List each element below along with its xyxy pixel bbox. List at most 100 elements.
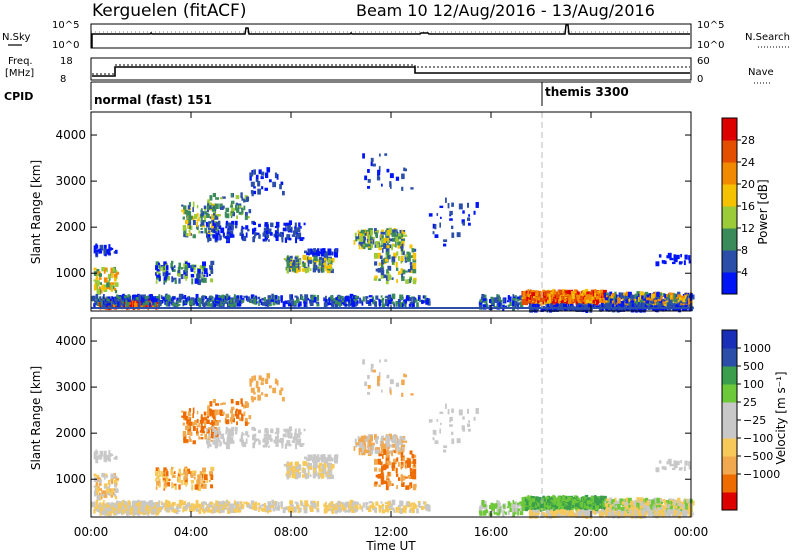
range-cell bbox=[177, 472, 181, 478]
range-cell bbox=[206, 272, 209, 278]
range-cell bbox=[211, 214, 215, 219]
range-cell bbox=[574, 297, 579, 302]
range-cell bbox=[165, 276, 169, 279]
range-cell bbox=[382, 480, 387, 485]
range-cell bbox=[611, 292, 615, 297]
range-cell bbox=[649, 298, 654, 301]
range-cell bbox=[396, 279, 399, 283]
range-cell bbox=[210, 474, 214, 480]
range-cell bbox=[401, 303, 404, 308]
range-cell bbox=[376, 173, 380, 180]
range-cell bbox=[230, 213, 233, 219]
range-cell bbox=[140, 294, 145, 300]
range-cell bbox=[209, 195, 213, 201]
range-cell bbox=[111, 488, 114, 492]
range-cell bbox=[351, 298, 354, 304]
range-cell bbox=[524, 294, 528, 300]
range-cell bbox=[101, 490, 105, 495]
range-cell bbox=[620, 305, 624, 309]
range-cell bbox=[104, 252, 107, 257]
range-cell bbox=[190, 479, 195, 484]
range-cell bbox=[212, 220, 215, 226]
range-cell bbox=[276, 439, 281, 443]
cpid-normal: normal (fast) 151 bbox=[94, 93, 212, 107]
range-cell bbox=[318, 259, 321, 266]
range-cell bbox=[391, 237, 396, 242]
range-cell bbox=[183, 434, 187, 440]
range-cell bbox=[190, 474, 194, 478]
range-cell bbox=[682, 298, 686, 303]
range-cell bbox=[363, 442, 367, 447]
range-cell bbox=[687, 297, 690, 304]
range-cell bbox=[328, 256, 332, 259]
range-cell bbox=[681, 307, 686, 312]
range-cell bbox=[210, 260, 215, 266]
range-cell bbox=[379, 359, 381, 363]
range-cell bbox=[263, 297, 266, 302]
range-cell bbox=[296, 502, 299, 507]
range-cell bbox=[173, 471, 176, 475]
range-cell bbox=[245, 295, 248, 301]
range-cell bbox=[407, 458, 411, 464]
range-cell bbox=[274, 300, 277, 304]
range-cell bbox=[231, 209, 235, 214]
range-cell bbox=[156, 276, 160, 280]
range-cell bbox=[391, 462, 396, 469]
range-cell bbox=[245, 431, 249, 436]
range-cell bbox=[402, 437, 406, 441]
range-cell bbox=[531, 292, 536, 297]
range-cell bbox=[369, 442, 373, 446]
range-cell bbox=[383, 237, 387, 244]
range-cell bbox=[594, 289, 597, 295]
range-cell bbox=[232, 200, 235, 205]
range-cell bbox=[127, 294, 130, 299]
range-cell bbox=[97, 271, 101, 276]
range-cell bbox=[209, 216, 213, 219]
range-cell bbox=[479, 299, 483, 303]
range-cell bbox=[611, 307, 616, 313]
range-cell bbox=[296, 473, 299, 480]
range-cell bbox=[235, 410, 238, 417]
range-cell bbox=[525, 291, 529, 296]
range-cell bbox=[361, 439, 366, 443]
range-cell bbox=[331, 298, 336, 302]
colorbar-tick-label: 12 bbox=[741, 222, 755, 235]
range-cell bbox=[395, 467, 398, 474]
range-cell bbox=[220, 235, 222, 240]
range-cell bbox=[370, 157, 374, 163]
range-cell bbox=[606, 298, 610, 304]
range-cell bbox=[279, 390, 282, 396]
range-cell bbox=[408, 297, 412, 302]
range-cell bbox=[563, 303, 567, 308]
range-cell bbox=[331, 508, 335, 514]
range-cell bbox=[392, 229, 396, 235]
range-cell bbox=[398, 442, 402, 446]
range-cell bbox=[145, 300, 149, 305]
range-cell bbox=[375, 449, 380, 454]
range-cell bbox=[206, 419, 210, 425]
range-cell bbox=[387, 471, 390, 477]
range-cell bbox=[303, 301, 306, 304]
range-cell bbox=[361, 449, 364, 454]
range-cell bbox=[249, 172, 254, 177]
range-cell bbox=[412, 262, 417, 269]
range-cell bbox=[548, 293, 551, 300]
range-cell bbox=[355, 442, 360, 445]
range-cell bbox=[295, 232, 298, 238]
range-cell bbox=[638, 307, 643, 313]
nsearch-tick-bottom: 10^0 bbox=[697, 40, 724, 51]
range-cell bbox=[618, 292, 621, 298]
range-cell bbox=[402, 475, 406, 481]
range-cell bbox=[394, 440, 397, 445]
range-cell bbox=[206, 411, 210, 417]
range-cell bbox=[225, 426, 229, 431]
range-cell bbox=[98, 456, 103, 460]
range-cell bbox=[538, 301, 543, 305]
range-cell bbox=[381, 303, 386, 308]
range-cell bbox=[377, 229, 379, 234]
range-cell bbox=[202, 277, 207, 283]
range-cell bbox=[304, 505, 308, 509]
range-cell bbox=[368, 295, 373, 298]
range-cell bbox=[299, 443, 304, 448]
range-cell bbox=[183, 205, 187, 212]
